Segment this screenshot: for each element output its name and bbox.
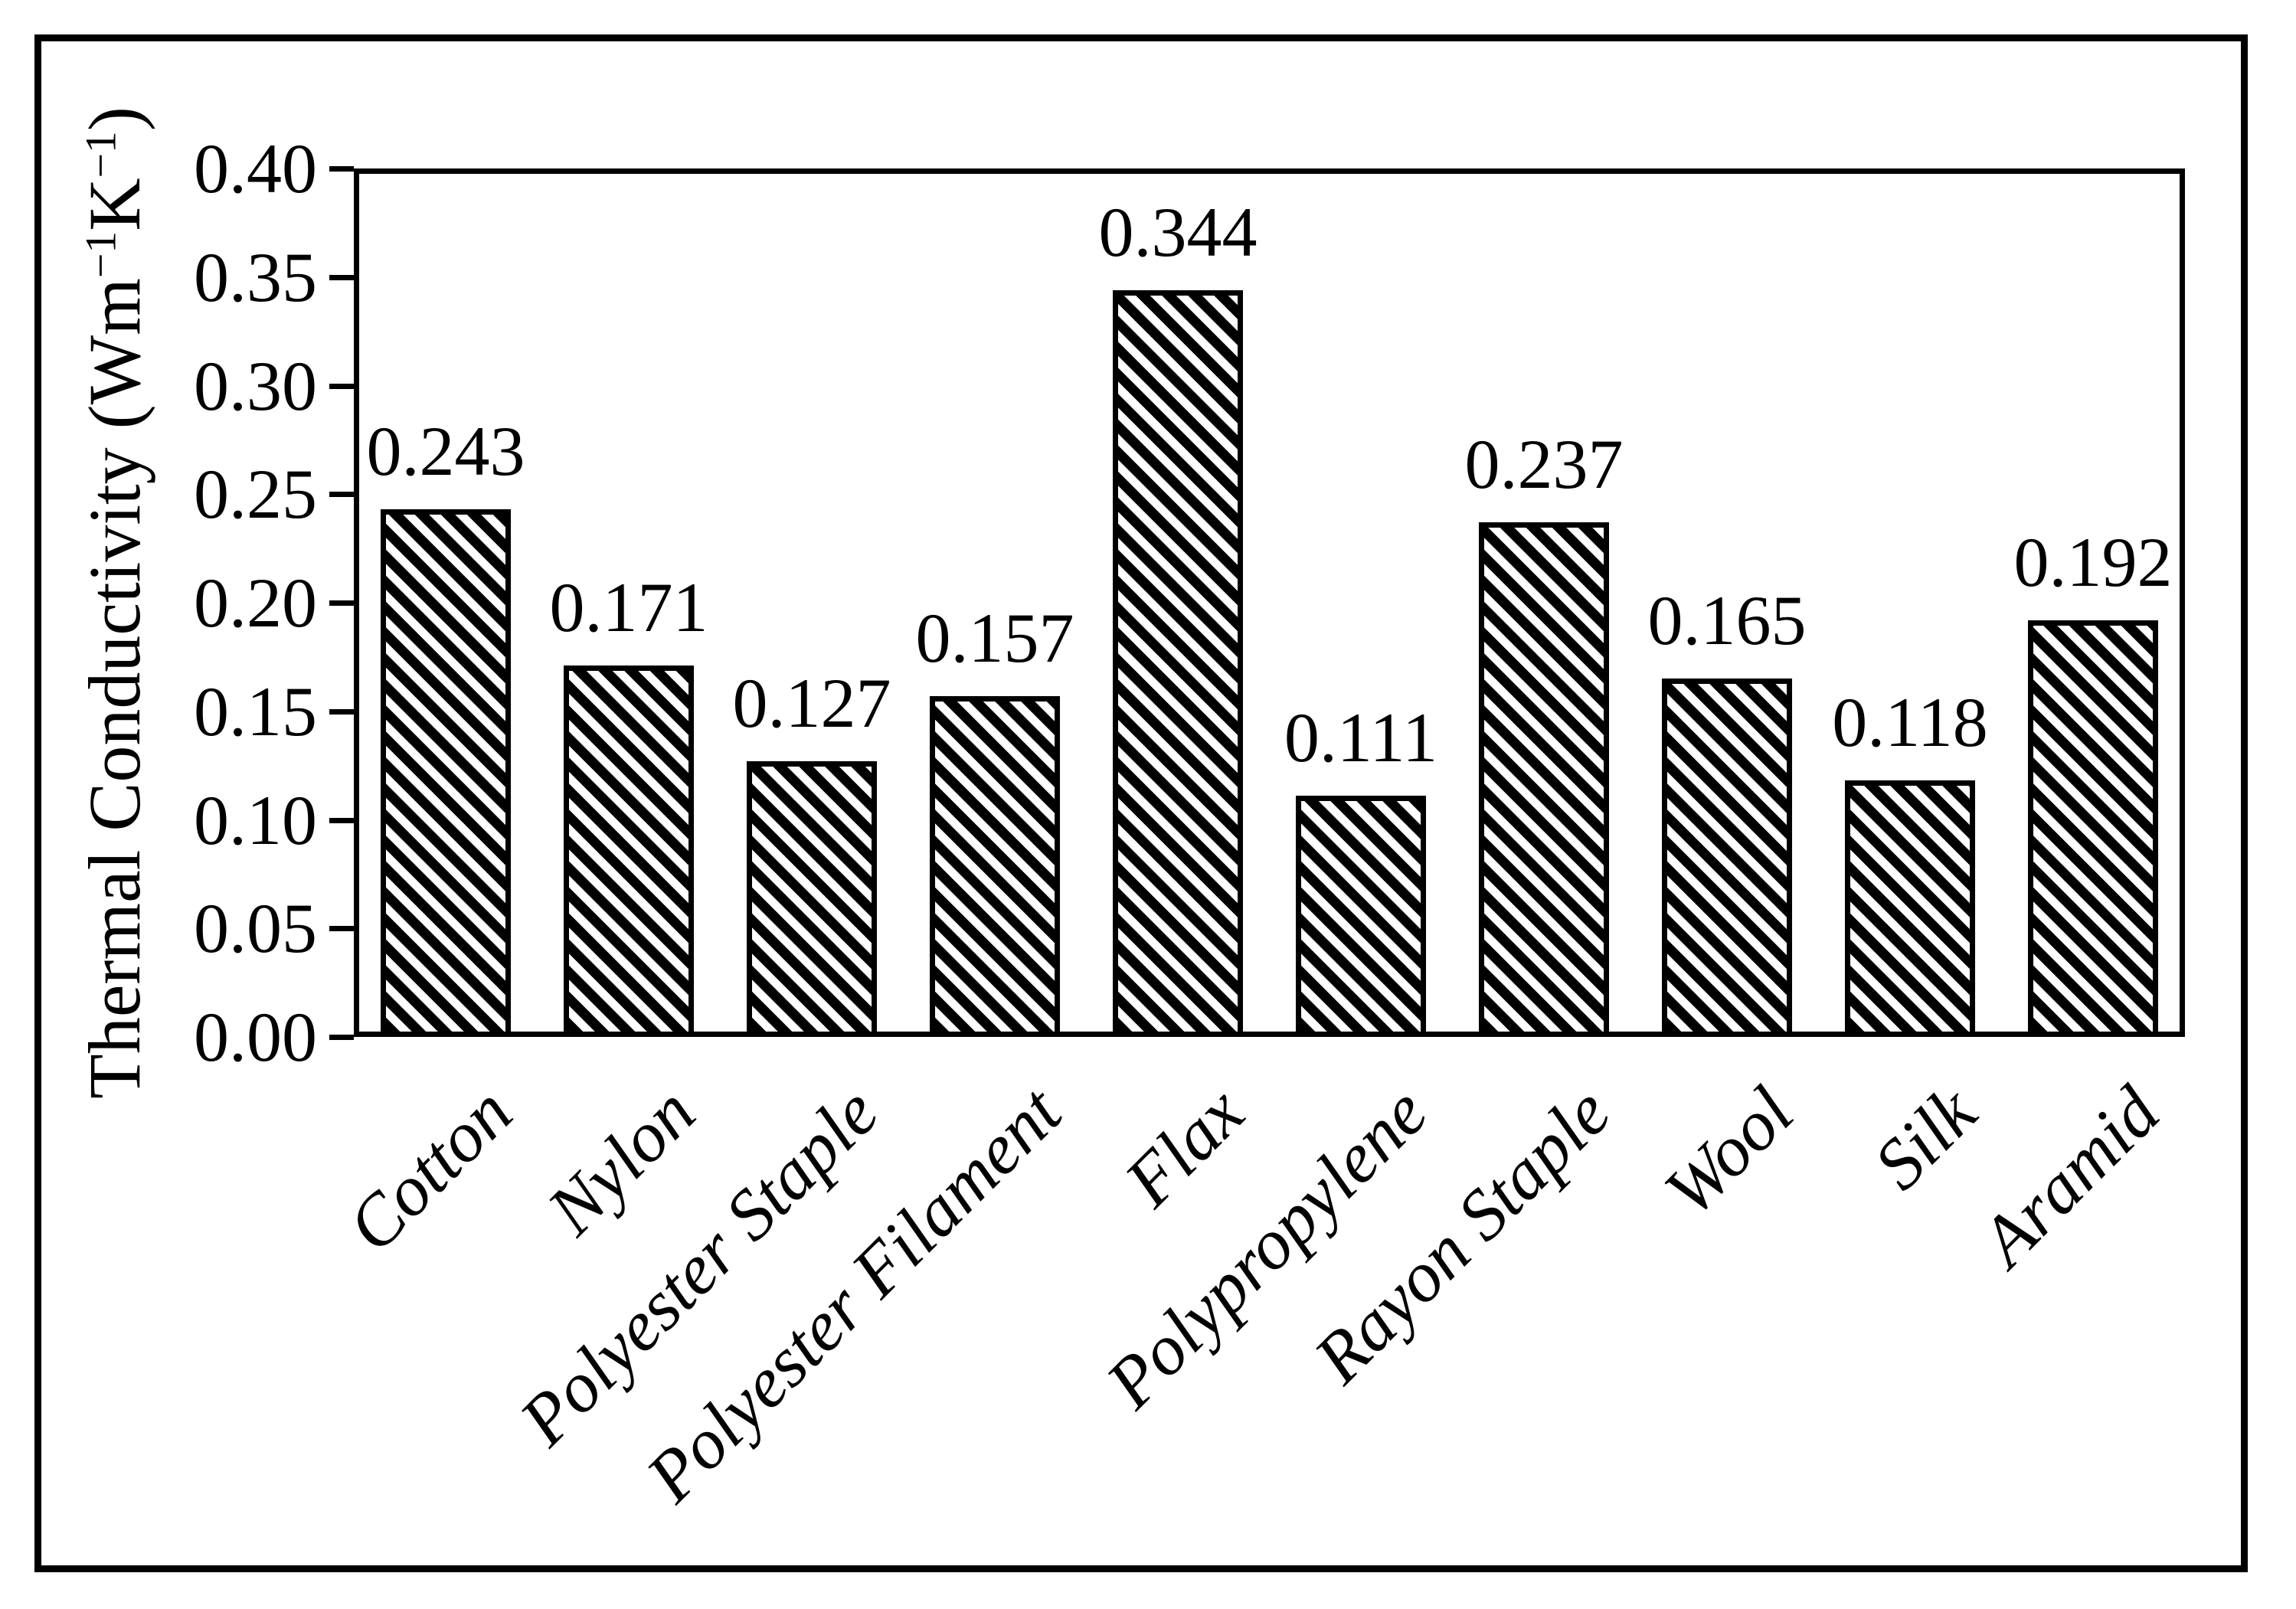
- y-tick-label: 0.25: [194, 455, 317, 533]
- y-tick-mark: [329, 166, 354, 172]
- y-tick-label: 0.30: [194, 347, 317, 425]
- y-tick-label: 0.35: [194, 238, 317, 316]
- bar-value-label-nylon: 0.171: [549, 568, 708, 646]
- y-tick-mark: [329, 600, 354, 606]
- y-axis-title-text: ): [74, 106, 155, 132]
- y-axis-title-superscript: −1: [77, 131, 126, 178]
- y-tick-label: 0.15: [194, 672, 317, 751]
- bar-polyester-staple: [747, 761, 877, 1037]
- bar-silk: [1845, 780, 1975, 1037]
- y-tick-label: 0.10: [194, 781, 317, 859]
- bar-value-label-rayon-staple: 0.237: [1464, 425, 1624, 503]
- bars-layer: 0.243 0.171 0.127 0.157 0.344 0.111 0.237 0.165…: [354, 168, 2185, 1037]
- y-tick-label: 0.05: [194, 889, 317, 967]
- y-tick-label: 0.20: [194, 564, 317, 642]
- y-tick-mark: [329, 818, 354, 823]
- bar-wool: [1662, 679, 1792, 1037]
- bar-rayon-staple: [1479, 522, 1609, 1037]
- bar-cotton: [381, 509, 511, 1037]
- y-tick-mark: [329, 384, 354, 389]
- y-axis-title-superscript: −1: [77, 231, 126, 279]
- y-axis-title: Thermal Conductivity (Wm−1K−1): [61, 36, 168, 1169]
- y-tick-mark: [329, 492, 354, 497]
- y-tick-label: 0.40: [194, 129, 317, 208]
- bar-value-label-polyester-staple: 0.127: [732, 664, 891, 742]
- bar-value-label-silk: 0.118: [1832, 683, 1988, 761]
- bar-value-label-wool: 0.165: [1647, 581, 1807, 659]
- bar-value-label-aramid: 0.192: [2013, 523, 2173, 601]
- bar-value-label-polypropylene: 0.111: [1284, 698, 1438, 777]
- bar-value-label-cotton: 0.243: [366, 412, 525, 490]
- bar-aramid: [2028, 620, 2158, 1037]
- y-axis-title-text: Thermal Conductivity (Wm: [74, 278, 155, 1099]
- y-tick-mark: [329, 1035, 354, 1040]
- bar-value-label-flax: 0.344: [1098, 193, 1258, 271]
- bar-nylon: [564, 666, 694, 1037]
- bar-value-label-polyester-filament: 0.157: [915, 599, 1074, 677]
- y-tick-mark: [329, 709, 354, 715]
- y-tick-label: 0.00: [194, 998, 317, 1076]
- y-axis-title-text: K: [74, 178, 155, 231]
- bar-polyester-filament: [930, 696, 1060, 1037]
- bar-polypropylene: [1296, 796, 1426, 1037]
- y-tick-mark: [329, 275, 354, 280]
- y-tick-mark: [329, 926, 354, 931]
- bar-flax: [1113, 290, 1243, 1037]
